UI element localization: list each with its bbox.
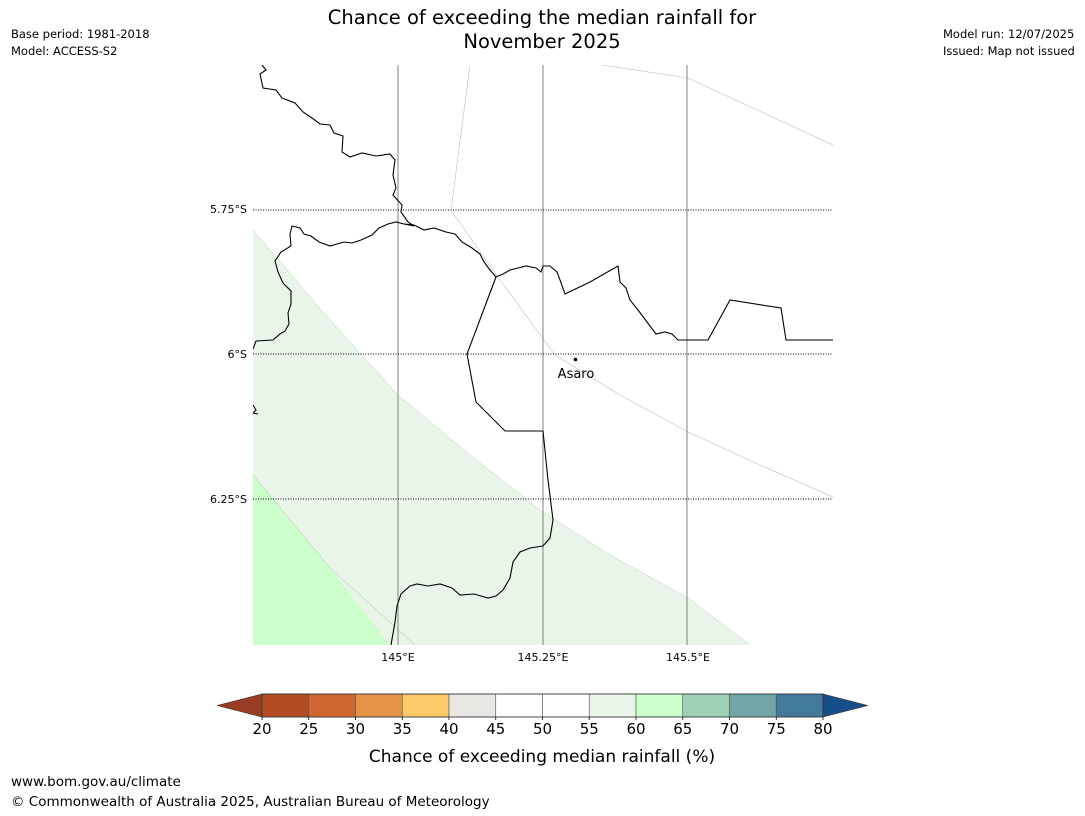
province-boundary	[253, 404, 259, 415]
province-boundary	[253, 65, 415, 350]
colorbar-swatch	[729, 693, 777, 718]
colorbar-tick-label: 80	[813, 720, 832, 738]
colorbar-tick-label: 45	[486, 720, 505, 738]
province-boundary	[390, 276, 554, 645]
colorbar-label: Chance of exceeding median rainfall (%)	[369, 747, 715, 767]
lat-label-6-25: 6.25°S	[210, 493, 247, 506]
colorbar-tick-label: 35	[393, 720, 412, 738]
colorbar-tick-label: 25	[299, 720, 318, 738]
lon-label-145-25: 145.25°E	[518, 651, 569, 664]
map-area	[253, 65, 833, 645]
colorbar-tick-label: 40	[439, 720, 458, 738]
colorbar-swatch	[682, 693, 730, 718]
region-55-60	[253, 230, 750, 645]
base-period-text: Base period: 1981-2018	[11, 27, 150, 41]
footer-copyright: © Commonwealth of Australia 2025, Austra…	[11, 794, 490, 810]
model-text: Model: ACCESS-S2	[11, 44, 118, 58]
colorbar-swatch	[261, 693, 310, 718]
region-boundary-60	[253, 474, 416, 645]
lat-label-6: 6°S	[228, 348, 247, 361]
region-boundary-55	[253, 229, 751, 645]
lon-label-145: 145°E	[381, 651, 414, 664]
title-line-2: November 2025	[463, 30, 621, 53]
title-line-1: Chance of exceeding the median rainfall …	[327, 6, 757, 29]
colorbar-tick-label: 20	[252, 720, 271, 738]
colorbar-swatch	[401, 693, 450, 718]
colorbar-swatch	[635, 693, 684, 718]
colorbar-swatch	[775, 693, 824, 718]
town-marker	[573, 357, 578, 362]
colorbar-swatch	[448, 693, 497, 718]
colorbar-tick-label: 60	[626, 720, 645, 738]
colorbar-over-triangle	[822, 693, 869, 718]
meta-left: Base period: 1981-2018 Model: ACCESS-S2	[11, 26, 150, 60]
model-run-text: Model run: 12/07/2025	[943, 27, 1075, 41]
lon-label-145-5: 145.5°E	[666, 651, 710, 664]
colorbar-swatch	[542, 693, 590, 718]
meta-right: Model run: 12/07/2025 Issued: Map not is…	[943, 26, 1075, 60]
colorbar-tick-label: 75	[767, 720, 786, 738]
lat-label-5-75: 5.75°S	[210, 203, 247, 216]
colorbar-swatch	[355, 693, 403, 718]
colorbar-tick-label: 70	[720, 720, 739, 738]
colorbar-tick-label: 30	[346, 720, 365, 738]
province-boundary	[403, 223, 833, 341]
colorbar-under-triangle	[216, 693, 263, 718]
colorbar-swatch	[495, 693, 543, 718]
colorbar-swatch	[588, 693, 637, 718]
town-label: Asaro	[558, 367, 595, 382]
colorbar-tick-label: 50	[533, 720, 552, 738]
colorbar-swatch	[308, 693, 356, 718]
faint-boundary-line	[450, 65, 833, 498]
colorbar	[216, 693, 869, 718]
footer-url: www.bom.gov.au/climate	[11, 774, 181, 790]
colorbar-ticks: 20 25 30 35 40 45 50 55 60 65 70 75 80	[252, 717, 833, 738]
faint-boundary-line	[601, 65, 833, 146]
region-60-65	[253, 475, 390, 645]
colorbar-tick-label: 55	[580, 720, 599, 738]
colorbar-tick-label: 65	[673, 720, 692, 738]
map-title: Chance of exceeding the median rainfall …	[292, 6, 792, 54]
issued-text: Issued: Map not issued	[943, 44, 1075, 58]
